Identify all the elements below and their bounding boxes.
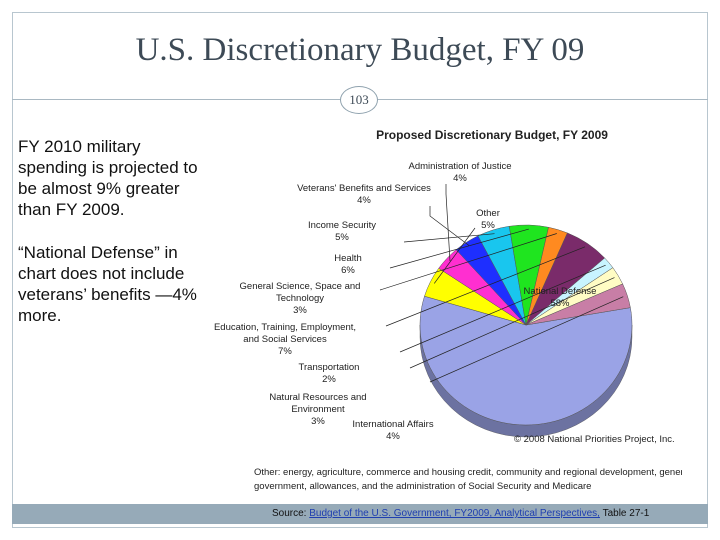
source-citation: Source: Budget of the U.S. Government, F… [272, 508, 649, 519]
leader-line-10 [429, 296, 624, 383]
slice-label-general-science-space-and-technology: General Science, Space and Technology 3% [240, 281, 361, 316]
leader-lines [379, 184, 624, 383]
slice-label-health: Health 6% [334, 253, 361, 276]
leader-line-6 [379, 233, 557, 291]
slice-label-income-security: Income Security 5% [308, 220, 376, 243]
slide-title: U.S. Discretionary Budget, FY 09 [135, 32, 585, 68]
chart-title: Proposed Discretionary Budget, FY 2009 [376, 128, 608, 142]
slice-label-international-affairs: International Affairs 4% [352, 419, 433, 442]
slide-frame [12, 12, 708, 528]
slice-label-transportation: Transportation 2% [299, 362, 360, 385]
page-number: 103 [340, 86, 378, 114]
leader-line-9 [409, 277, 615, 369]
source-link[interactable]: Budget of the U.S. Government, FY2009, A… [309, 508, 600, 519]
leader-line-7 [385, 246, 586, 327]
slice-label-natural-resources-and-environment: Natural Resources and Environment 3% [269, 392, 366, 427]
footer-band [12, 504, 708, 524]
leader-line-1 [433, 227, 476, 284]
leader-line-2 [445, 184, 451, 262]
notes-panel: FY 2010 military spending is projected t… [18, 136, 198, 348]
chart-copyright: © 2008 National Priorities Project, Inc. [514, 434, 675, 445]
source-suffix: Table 27-1 [599, 508, 650, 519]
slice-label-education-training-employment-and-social-services: Education, Training, Employment, and Soci… [214, 322, 356, 357]
leader-line-3 [429, 206, 470, 246]
chart-footnote-2: government, allowances, and the administ… [254, 481, 591, 492]
slice-label-administration-of-justice: Administration of Justice 4% [409, 161, 512, 184]
slice-labels: National Defense 58% Other 5% Administration… [214, 161, 596, 442]
note-military-spending: FY 2010 military spending is projected t… [18, 137, 198, 219]
slice-label-national-defense: National Defense 58% [524, 286, 597, 309]
pie-slices [419, 224, 633, 426]
leader-line-5 [389, 228, 529, 269]
pie-chart-panel: Proposed Discretionary Budget, FY 2009 N… [204, 120, 682, 496]
slice-label-veterans-benefits-and-services: Veterans' Benefits and Services 4% [297, 183, 431, 206]
pie-slice-international-affairs [525, 283, 631, 326]
note-national-defense: “National Defense” in chart does not inc… [18, 243, 197, 325]
chart-footnote-1: Other: energy, agriculture, commerce and… [254, 467, 682, 478]
leader-line-8 [399, 264, 606, 353]
pie-chart: Proposed Discretionary Budget, FY 2009 N… [214, 128, 682, 492]
pie-slice-national-defense [419, 295, 633, 426]
source-prefix: Source: [272, 508, 310, 519]
leader-line-4 [403, 233, 495, 243]
slice-label-other: Other 5% [476, 208, 500, 231]
